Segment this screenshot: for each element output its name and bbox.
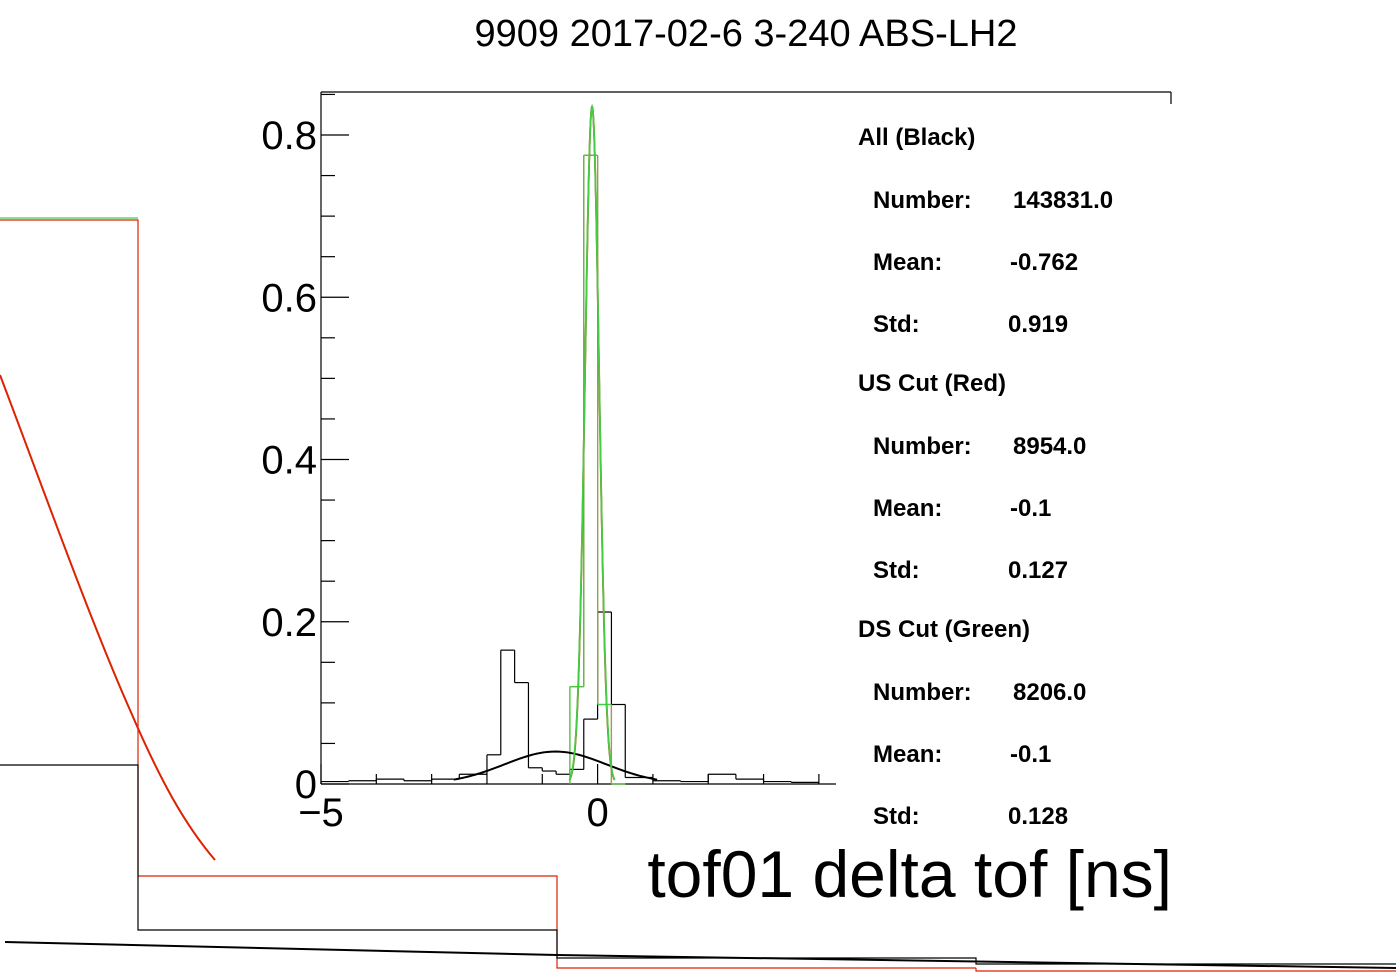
stats-ds-header: DS Cut (Green)	[858, 616, 1030, 643]
y-tick-label: 0.2	[261, 601, 317, 645]
series-1-fit-curve	[568, 104, 616, 781]
y-tick-label: 0	[295, 763, 317, 807]
stats-us-mean-value: -0.1	[1010, 495, 1051, 522]
x-tick-label: 0	[586, 791, 608, 835]
fit-curves-layer	[453, 104, 658, 781]
series-2-fit-curve	[568, 104, 616, 781]
stats-us-std-label: Std:	[873, 557, 920, 584]
histogram-layer	[320, 154, 820, 785]
plot-frame	[320, 91, 1172, 785]
stats-ds-number-label: Number:	[873, 679, 972, 706]
series-0-histogram	[320, 611, 820, 784]
stats-ds-std-value: 0.128	[1008, 803, 1068, 830]
x-axis-label: tof01 delta tof [ns]	[647, 837, 1172, 911]
y-axis-ticks: 0 0.2 0.4 0.6 0.8	[261, 93, 349, 807]
stats-ds-mean-label: Mean:	[873, 741, 942, 768]
stats-all-std-label: Std:	[873, 311, 920, 338]
stats-ds-mean-value: -0.1	[1010, 741, 1051, 768]
stats-all-std-value: 0.919	[1008, 311, 1068, 338]
stats-box: All (Black) Number: 143831.0 Mean: -0.76…	[858, 124, 1113, 830]
stats-us-mean-label: Mean:	[873, 495, 942, 522]
stats-all-mean-label: Mean:	[873, 249, 942, 276]
chart-title: 9909 2017-02-6 3-240 ABS-LH2	[475, 13, 1018, 55]
series-0-fit-curve	[453, 750, 658, 781]
stats-all-mean-value: -0.762	[1010, 249, 1078, 276]
underlay-black-step	[0, 764, 1396, 965]
stats-us-number-value: 8954.0	[1013, 433, 1086, 460]
y-tick-label: 0.8	[261, 114, 317, 158]
underlay-red-step	[0, 219, 976, 969]
background-underlay	[0, 217, 1396, 972]
stats-us-number-label: Number:	[873, 433, 972, 460]
stats-us-header: US Cut (Red)	[858, 370, 1006, 397]
stats-us-std-value: 0.127	[1008, 557, 1068, 584]
underlay-red-step-tail	[975, 968, 1396, 972]
stats-all-number-label: Number:	[873, 187, 972, 214]
underlay-black-line	[4, 941, 1396, 969]
y-tick-label: 0.4	[261, 439, 317, 483]
stats-all-header: All (Black)	[858, 124, 975, 151]
underlay-red-curve	[0, 374, 216, 861]
x-tick-label: −5	[298, 791, 344, 835]
stats-ds-std-label: Std:	[873, 803, 920, 830]
y-tick-label: 0.6	[261, 276, 317, 320]
stats-ds-number-value: 8206.0	[1013, 679, 1086, 706]
stats-all-number-value: 143831.0	[1013, 187, 1113, 214]
